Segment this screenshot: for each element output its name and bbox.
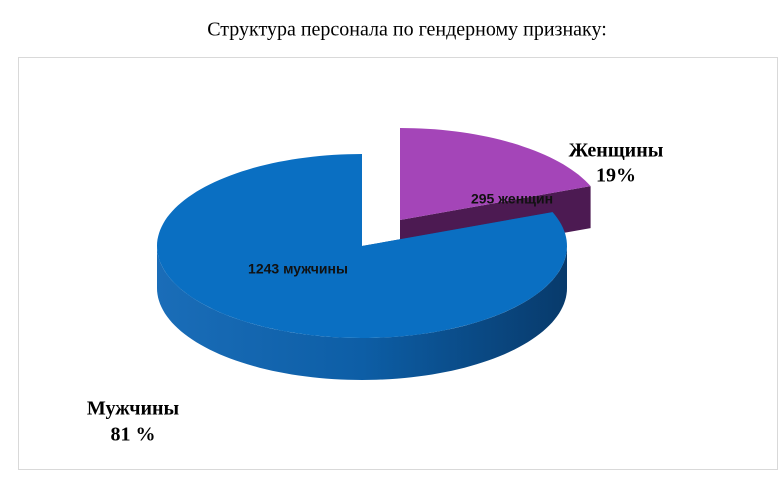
data-label: 295 женщин	[471, 191, 553, 207]
legend-label: Мужчины	[87, 398, 180, 420]
legend-label: Женщины	[569, 140, 664, 162]
slice	[400, 128, 591, 220]
pie	[157, 128, 591, 380]
percent-label: 81 %	[111, 424, 156, 446]
chart-title: Структура персонала по гендерному призна…	[207, 19, 607, 41]
percent-label: 19%	[596, 165, 636, 187]
slice	[157, 154, 567, 338]
slice-side	[157, 246, 567, 380]
data-label: 1243 мужчины	[248, 261, 348, 277]
